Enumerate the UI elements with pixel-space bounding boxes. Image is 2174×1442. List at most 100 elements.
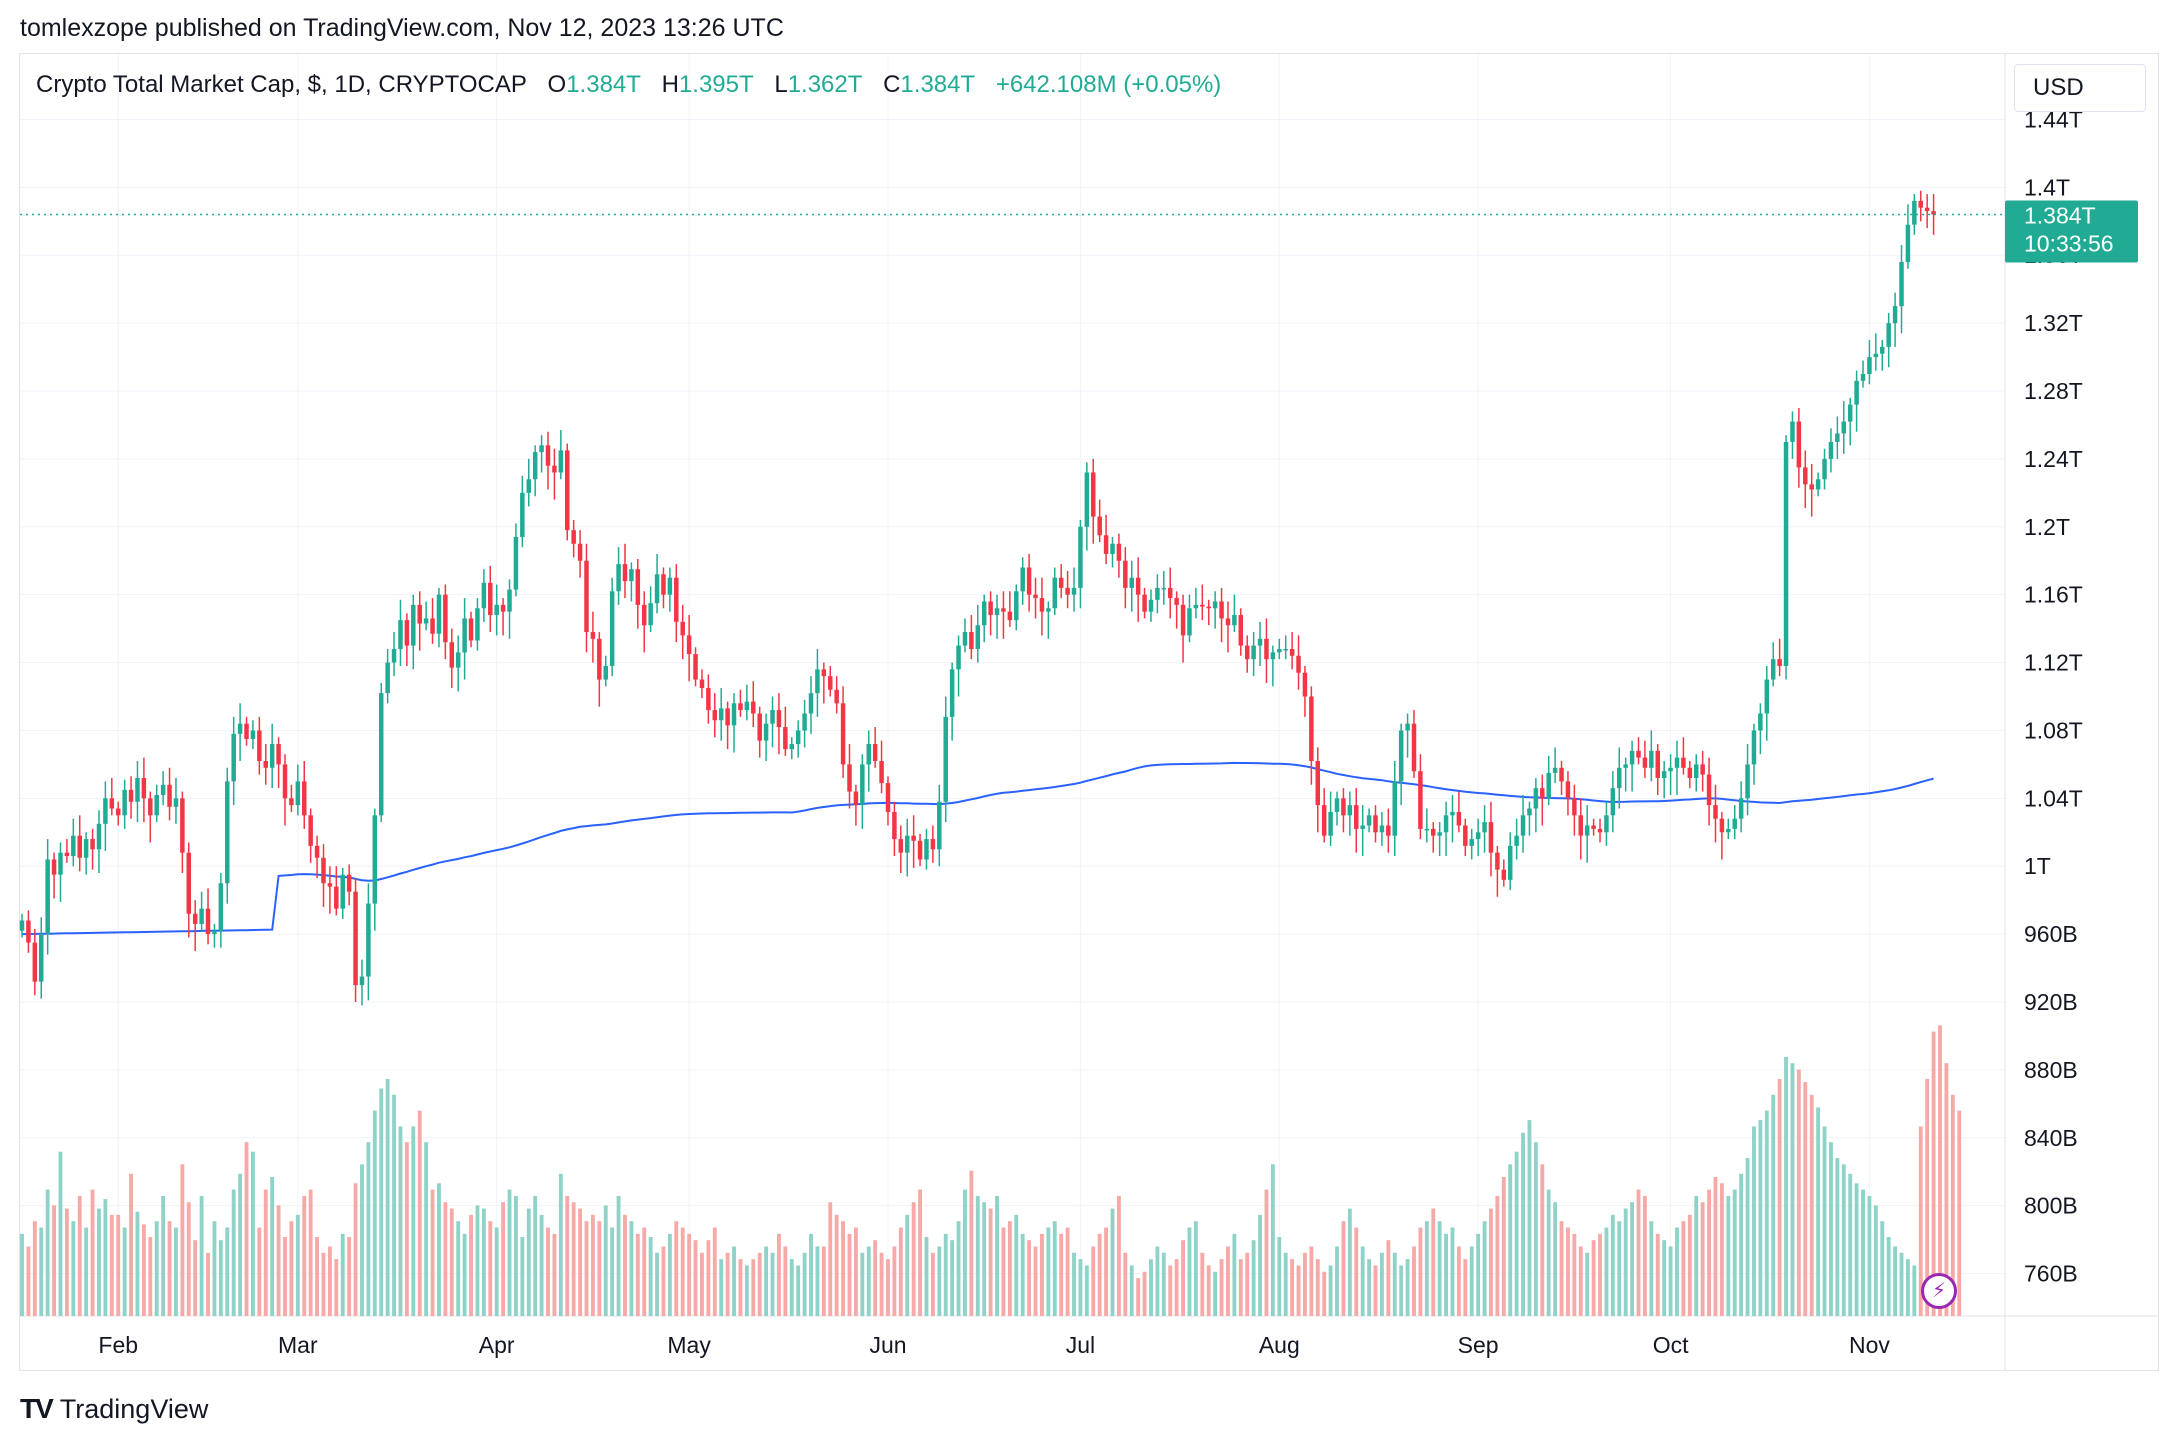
- candle-body: [866, 744, 871, 765]
- candle-body: [462, 618, 467, 653]
- x-tick-label: Sep: [1458, 1332, 1499, 1358]
- candle-body: [1007, 611, 1013, 621]
- candle-body: [828, 676, 833, 690]
- candle-body: [590, 632, 596, 639]
- candle-body: [1225, 618, 1231, 626]
- symbol-name[interactable]: Crypto Total Market Cap, $, 1D, CRYPTOCA…: [36, 71, 527, 98]
- price-tag-value: 1.384T: [2024, 203, 2096, 229]
- candle-body: [1732, 818, 1737, 829]
- candle-body: [565, 450, 570, 531]
- candle-body: [744, 701, 750, 711]
- candle-body: [802, 713, 807, 731]
- volume-bar: [1155, 1246, 1160, 1316]
- candle-body: [1892, 306, 1898, 324]
- candle-body: [1770, 659, 1776, 680]
- y-tick-label: 1.16T: [2024, 582, 2083, 608]
- tradingview-brand: TV TradingView: [20, 1393, 208, 1425]
- volume-bar: [565, 1195, 570, 1316]
- candle-body: [1924, 207, 1930, 212]
- candle-body: [1738, 798, 1744, 819]
- y-tick-label: 1.28T: [2024, 378, 2083, 404]
- candle-body: [834, 689, 839, 704]
- candle-body: [609, 591, 615, 666]
- candle-body: [314, 845, 320, 858]
- candle-body: [1392, 781, 1397, 836]
- candle-body: [686, 635, 692, 655]
- candle-body: [96, 823, 102, 850]
- candle-body: [1251, 645, 1256, 660]
- volume-bar: [1482, 1221, 1487, 1316]
- volume-bar: [623, 1214, 627, 1316]
- volume-bar: [1078, 1259, 1083, 1316]
- volume-bar: [302, 1195, 307, 1316]
- lightning-icon[interactable]: ⚡: [1921, 1273, 1957, 1309]
- candle-body: [1116, 543, 1122, 561]
- volume-bar: [321, 1252, 326, 1316]
- candle-body: [558, 450, 564, 473]
- candle-body: [488, 582, 493, 616]
- volume-bar: [1752, 1126, 1756, 1316]
- volume-bar: [744, 1265, 749, 1316]
- volume-bar: [1110, 1208, 1115, 1316]
- candle-body: [1437, 832, 1442, 836]
- volume-bar: [514, 1195, 518, 1316]
- candle-body: [302, 781, 307, 816]
- candle-body: [1450, 811, 1455, 816]
- volume-bar: [1938, 1025, 1942, 1316]
- candle-body: [1623, 764, 1628, 768]
- volume-bar: [84, 1227, 89, 1316]
- candle-body: [1424, 828, 1430, 831]
- volume-bar: [1591, 1240, 1596, 1316]
- volume-bar: [1200, 1252, 1205, 1316]
- volume-bar: [853, 1227, 858, 1316]
- candle-body: [1674, 757, 1680, 768]
- volume-bar: [295, 1214, 300, 1316]
- volume-bar: [1662, 1240, 1667, 1316]
- candle-body: [391, 648, 397, 663]
- chart-frame: [19, 53, 2159, 1371]
- candle-body: [975, 625, 981, 649]
- candle-body: [757, 713, 762, 741]
- volume-bar: [802, 1252, 807, 1316]
- candle-body: [1123, 560, 1128, 588]
- volume-bar: [1104, 1227, 1109, 1316]
- candle-body: [699, 679, 705, 689]
- candle-body: [1354, 805, 1359, 829]
- candle-body: [443, 594, 448, 643]
- volume-bar: [732, 1246, 736, 1316]
- candle-body: [32, 942, 38, 982]
- volume-bar: [1405, 1259, 1410, 1316]
- candle-body: [1860, 374, 1866, 381]
- candle-body: [494, 604, 499, 616]
- candle-body: [205, 908, 211, 935]
- x-tick-label: Oct: [1653, 1332, 1689, 1358]
- volume-bar: [424, 1142, 429, 1316]
- candle-body: [115, 808, 121, 816]
- volume-bar: [725, 1252, 730, 1316]
- candle-body: [154, 794, 159, 816]
- candle-body: [1463, 825, 1468, 846]
- volume-bar: [1784, 1056, 1788, 1316]
- volume-bar: [1399, 1265, 1404, 1316]
- volume-bar: [1084, 1265, 1089, 1316]
- currency-selector[interactable]: USD: [2014, 64, 2146, 112]
- volume-bar: [1822, 1126, 1827, 1316]
- volume-bar: [1219, 1259, 1224, 1316]
- candle-body: [937, 801, 942, 850]
- moving-average-line: [21, 761, 1934, 936]
- volume-bar: [186, 1202, 191, 1316]
- volume-bar: [995, 1195, 999, 1316]
- x-tick-label: Apr: [479, 1332, 515, 1358]
- candle-body: [898, 839, 904, 853]
- candle-body: [148, 798, 153, 816]
- candle-body: [629, 569, 634, 582]
- candle-body: [1751, 730, 1757, 765]
- y-tick-label: 1.12T: [2024, 650, 2083, 676]
- volume-bar: [1431, 1208, 1436, 1316]
- candle-body: [1681, 757, 1686, 768]
- volume-bar: [1059, 1233, 1064, 1316]
- volume-bar: [1476, 1233, 1481, 1316]
- volume-bar: [1668, 1246, 1673, 1316]
- candle-body: [1597, 828, 1603, 833]
